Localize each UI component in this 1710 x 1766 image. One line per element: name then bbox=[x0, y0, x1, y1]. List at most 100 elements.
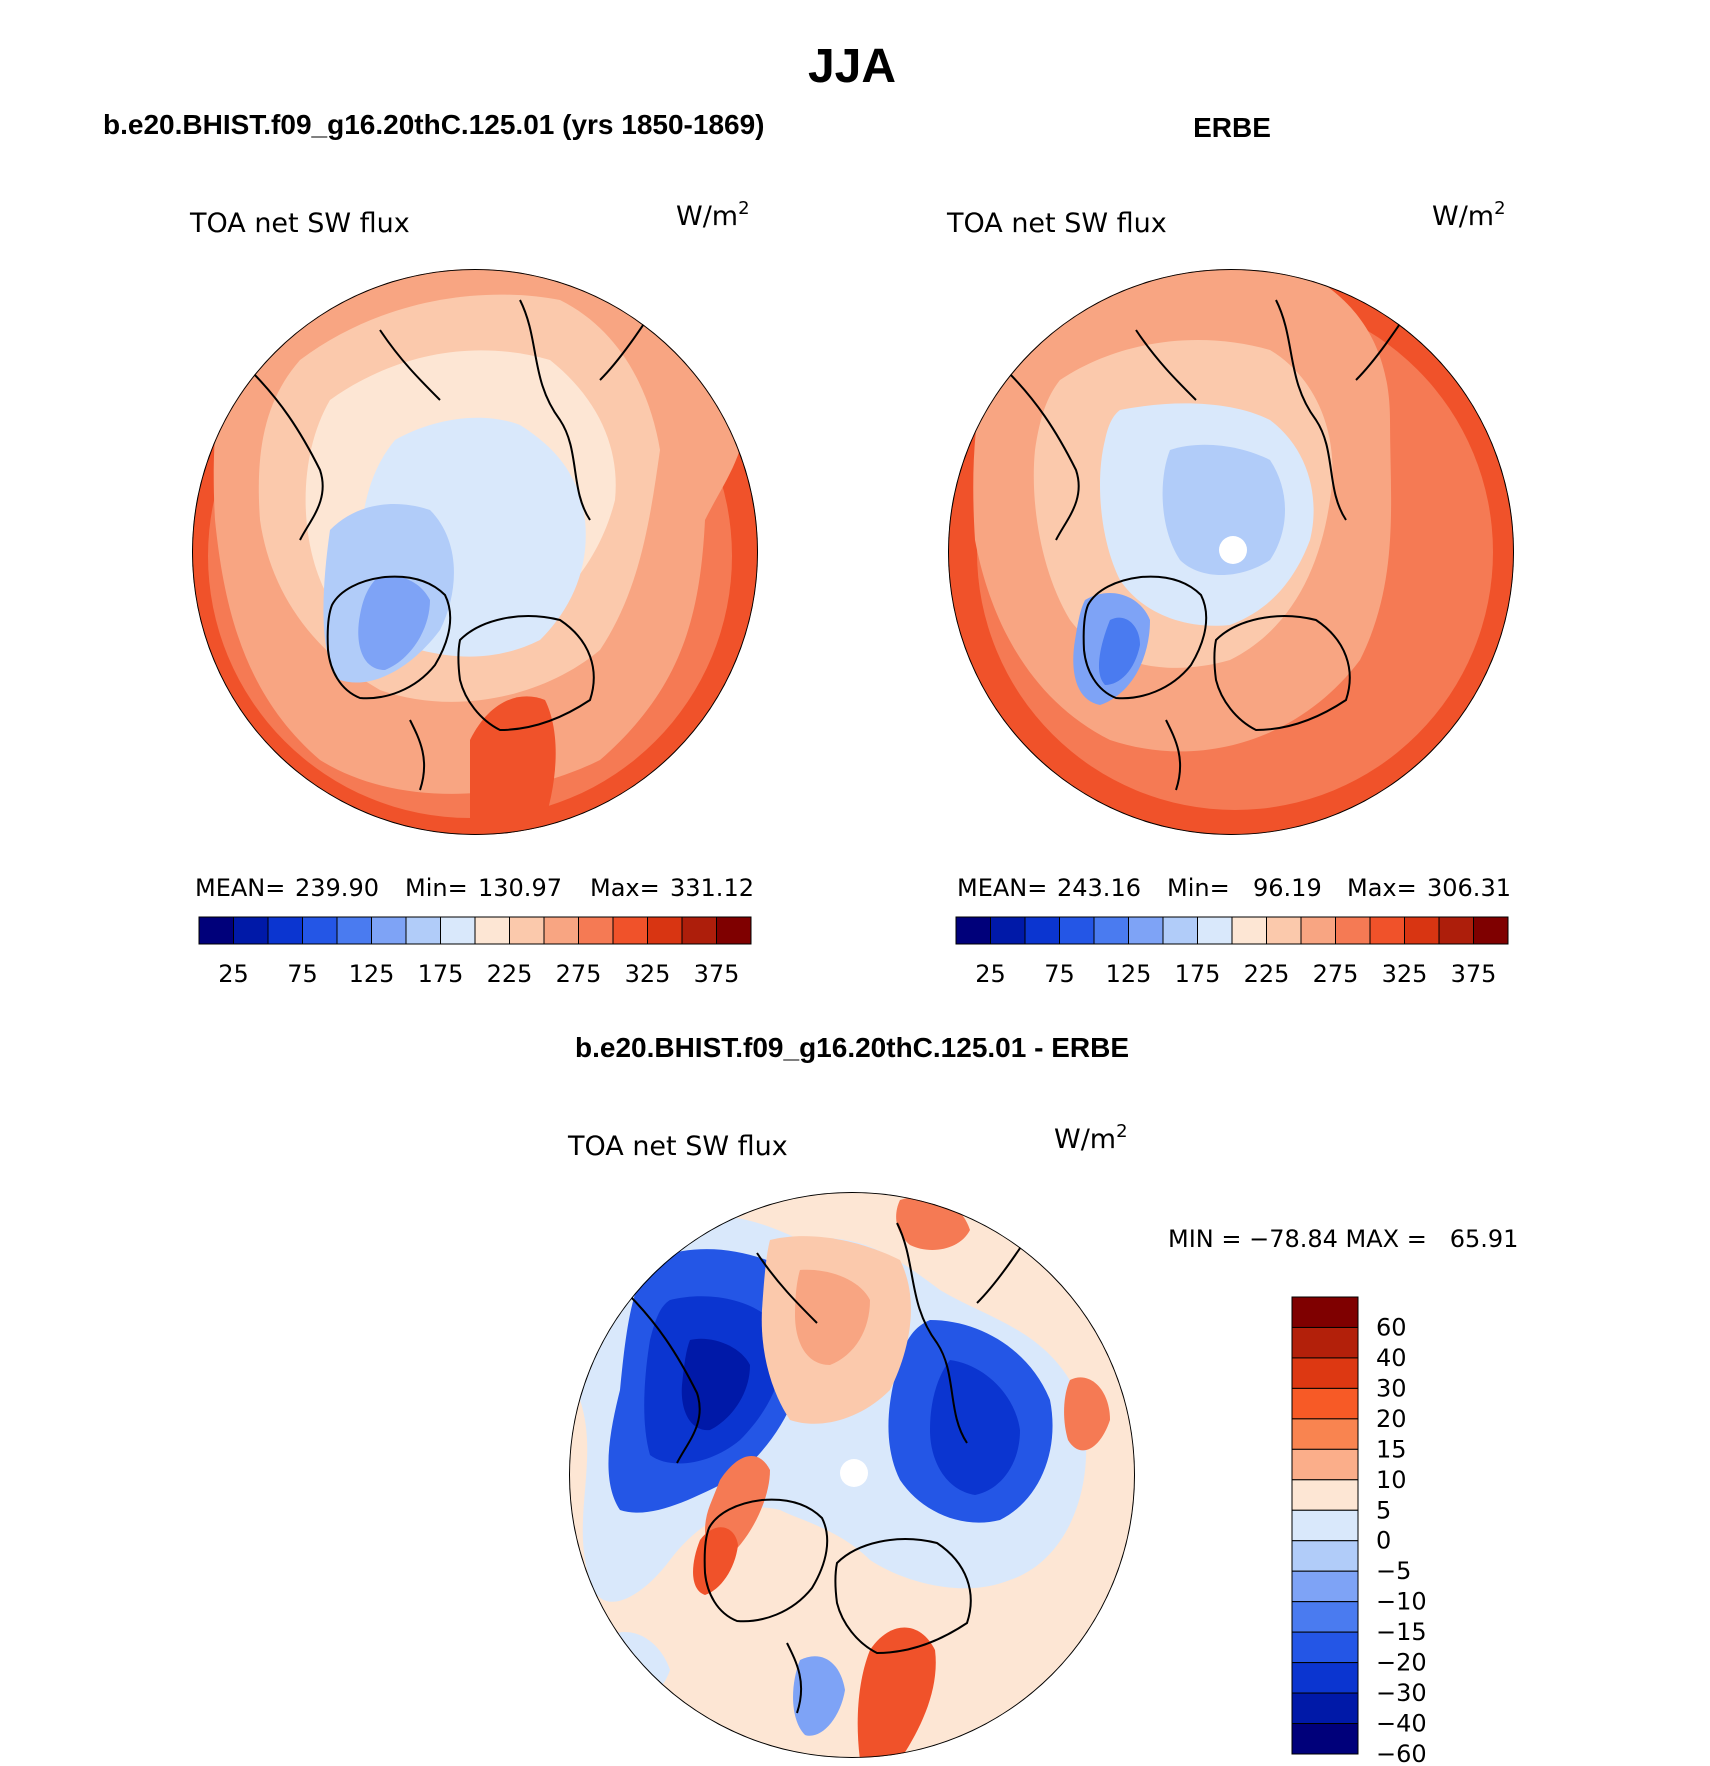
stats-obs: MEAN= 243.16 Min= 96.19 Max= 306.31 bbox=[957, 874, 1511, 902]
colorbar-swatch bbox=[474, 916, 510, 945]
colorbar-label: 125 bbox=[349, 960, 395, 988]
max-label: Max= bbox=[590, 874, 660, 902]
colorbar-label: −60 bbox=[1376, 1740, 1427, 1766]
pole-mask-diff bbox=[840, 1459, 868, 1487]
colorbar-label: 125 bbox=[1106, 960, 1152, 988]
max-value: 306.31 bbox=[1427, 874, 1511, 902]
colorbar-swatch bbox=[1093, 916, 1129, 945]
colorbar-swatch bbox=[302, 916, 338, 945]
colorbar-label: 375 bbox=[1451, 960, 1497, 988]
colorbar-swatch bbox=[1291, 1448, 1359, 1481]
colorbar-label: −20 bbox=[1376, 1649, 1427, 1677]
colorbar-swatch bbox=[1300, 916, 1336, 945]
colorbar-swatch bbox=[1024, 916, 1060, 945]
colorbar-swatch bbox=[681, 916, 717, 945]
colorbar-label: 5 bbox=[1376, 1496, 1391, 1524]
colorbar-swatch bbox=[1231, 916, 1267, 945]
panel-model-variable: TOA net SW flux bbox=[189, 208, 410, 239]
colorbar-swatch bbox=[612, 916, 648, 945]
colorbar-swatch bbox=[1128, 916, 1164, 945]
panel-model: b.e20.BHIST.f09_g16.20thC.125.01 (yrs 18… bbox=[103, 109, 765, 988]
panel-diff-header: b.e20.BHIST.f09_g16.20thC.125.01 - ERBE bbox=[575, 1032, 1129, 1063]
colorbar-swatch bbox=[1291, 1662, 1359, 1694]
panel-obs: ERBE TOA net SW flux W/m2 MEAN= 243. bbox=[946, 112, 1514, 988]
colorbar-swatch bbox=[1291, 1723, 1359, 1755]
colorbar-label: 175 bbox=[418, 960, 464, 988]
colorbar-swatch bbox=[336, 916, 372, 945]
colorbar-label: 15 bbox=[1376, 1435, 1407, 1463]
panel-obs-units: W/m2 bbox=[1432, 198, 1506, 232]
colorbar-label: 25 bbox=[975, 960, 1006, 988]
panel-diff: b.e20.BHIST.f09_g16.20thC.125.01 - ERBE … bbox=[567, 1032, 1518, 1766]
panel-diff-minmax: MIN = −78.84 MAX = 65.91 bbox=[1168, 1225, 1518, 1253]
colorbar-label: 60 bbox=[1376, 1313, 1407, 1341]
colorbar-obs: 25 75 125 175 225 275 325 375 bbox=[955, 916, 1509, 988]
colorbar-swatch bbox=[1162, 916, 1198, 945]
colorbar-swatch bbox=[405, 916, 441, 945]
colorbar-swatch bbox=[578, 916, 614, 945]
stats-model: MEAN= 239.90 Min= 130.97 Max= 331.12 bbox=[195, 874, 754, 902]
colorbar-label: 325 bbox=[1382, 960, 1428, 988]
colorbar-label: 30 bbox=[1376, 1374, 1407, 1402]
colorbar-label: 0 bbox=[1376, 1527, 1391, 1555]
mean-value: 239.90 bbox=[295, 874, 379, 902]
colorbar-swatch bbox=[1266, 916, 1302, 945]
min-label: Min= bbox=[405, 874, 468, 902]
colorbar-swatch bbox=[1291, 1387, 1359, 1420]
colorbar-swatch bbox=[1291, 1631, 1359, 1664]
max-label: Max= bbox=[1347, 874, 1417, 902]
colorbar-label: 175 bbox=[1175, 960, 1221, 988]
mean-label: MEAN= bbox=[957, 874, 1047, 902]
colorbar-swatch bbox=[1291, 1357, 1359, 1389]
colorbar-label: 10 bbox=[1376, 1466, 1407, 1494]
colorbar-swatch bbox=[1059, 916, 1095, 945]
colorbar-label: 75 bbox=[287, 960, 318, 988]
panel-obs-header: ERBE bbox=[1193, 112, 1271, 143]
colorbar-swatch bbox=[1291, 1296, 1359, 1328]
colorbar-swatch bbox=[543, 916, 579, 945]
colorbar-swatch bbox=[1291, 1570, 1359, 1603]
colorbar-label: 275 bbox=[1313, 960, 1359, 988]
colorbar-swatch bbox=[990, 916, 1026, 945]
figure-title: JJA bbox=[808, 40, 896, 93]
colorbar-label: −15 bbox=[1376, 1618, 1427, 1646]
colorbar-swatch bbox=[1291, 1326, 1359, 1359]
colorbar-swatch bbox=[1404, 916, 1440, 945]
colorbar-swatch bbox=[1291, 1509, 1359, 1542]
min-value: 130.97 bbox=[478, 874, 562, 902]
mean-value: 243.16 bbox=[1057, 874, 1141, 902]
panel-diff-units: W/m2 bbox=[1054, 1121, 1128, 1155]
colorbar-swatch bbox=[1438, 916, 1474, 945]
colorbar-swatch bbox=[440, 916, 476, 945]
colorbar-model: 25 75 125 175 225 275 325 375 bbox=[198, 916, 752, 988]
colorbar-label: 225 bbox=[1244, 960, 1290, 988]
colorbar-swatch bbox=[371, 916, 407, 945]
colorbar-label: −40 bbox=[1376, 1710, 1427, 1738]
colorbar-swatch bbox=[955, 916, 991, 945]
colorbar-swatch bbox=[1335, 916, 1371, 945]
panel-obs-variable: TOA net SW flux bbox=[946, 208, 1167, 239]
colorbar-label: 75 bbox=[1044, 960, 1075, 988]
colorbar-swatch bbox=[509, 916, 545, 945]
colorbar-label: 325 bbox=[625, 960, 671, 988]
colorbar-swatch bbox=[1291, 1692, 1359, 1725]
colorbar-swatch bbox=[267, 916, 303, 945]
colorbar-swatch bbox=[1291, 1418, 1359, 1450]
min-value: 96.19 bbox=[1253, 874, 1322, 902]
colorbar-label: −10 bbox=[1376, 1588, 1427, 1616]
colorbar-label: 20 bbox=[1376, 1405, 1407, 1433]
pole-mask-obs bbox=[1219, 536, 1247, 564]
mean-label: MEAN= bbox=[195, 874, 285, 902]
colorbar-label: 40 bbox=[1376, 1344, 1407, 1372]
colorbar-label: −5 bbox=[1376, 1557, 1411, 1585]
map-model bbox=[192, 269, 758, 835]
panel-model-units: W/m2 bbox=[676, 198, 750, 232]
max-value: 331.12 bbox=[670, 874, 754, 902]
colorbar-label: 225 bbox=[487, 960, 533, 988]
colorbar-swatch bbox=[1197, 916, 1233, 945]
colorbar-swatch bbox=[716, 916, 752, 945]
colorbar-swatch bbox=[233, 916, 269, 945]
colorbar-swatch bbox=[1473, 916, 1509, 945]
